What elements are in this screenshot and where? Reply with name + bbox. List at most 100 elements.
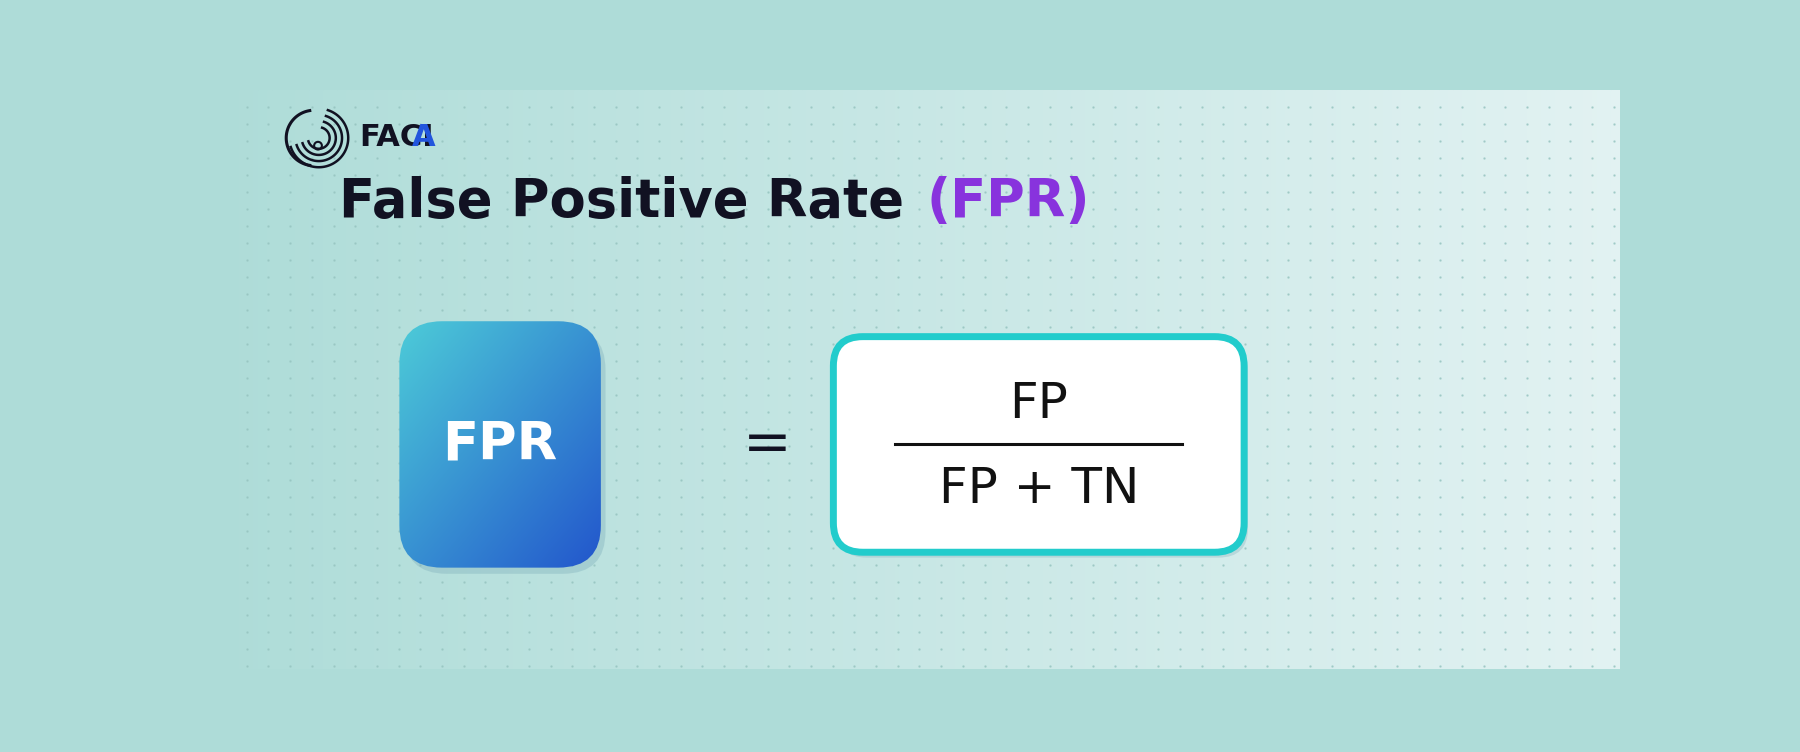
Bar	[504, 90, 509, 669]
Text: FP + TN: FP + TN	[938, 465, 1139, 513]
Bar	[598, 90, 603, 669]
Bar	[1202, 90, 1208, 669]
Bar	[1570, 90, 1575, 669]
Bar	[1532, 90, 1537, 669]
Bar	[542, 90, 547, 669]
Bar	[1411, 90, 1417, 669]
Bar	[1294, 90, 1300, 669]
Bar	[1179, 90, 1184, 669]
Bar	[1062, 90, 1067, 669]
Bar	[1253, 90, 1258, 669]
Bar	[968, 90, 974, 669]
Bar	[286, 90, 292, 669]
Bar	[1048, 90, 1053, 669]
Bar	[727, 90, 733, 669]
Text: (FPR): (FPR)	[927, 176, 1089, 228]
Bar	[666, 90, 671, 669]
Bar	[1168, 90, 1174, 669]
Bar	[342, 90, 347, 669]
Bar	[304, 90, 310, 669]
Bar	[1611, 90, 1616, 669]
Bar	[630, 90, 635, 669]
Bar	[434, 90, 439, 669]
Bar	[844, 90, 850, 669]
Bar	[1006, 90, 1012, 669]
Bar	[815, 90, 821, 669]
Bar	[1435, 90, 1440, 669]
Bar	[574, 90, 580, 669]
Bar	[328, 90, 333, 669]
Bar	[290, 90, 295, 669]
Bar	[625, 90, 630, 669]
Bar	[1370, 90, 1375, 669]
Bar	[950, 90, 956, 669]
Bar	[533, 90, 538, 669]
Bar	[979, 90, 985, 669]
Bar	[239, 90, 245, 669]
Bar	[1033, 90, 1040, 669]
Bar	[1523, 90, 1528, 669]
Bar	[1188, 90, 1193, 669]
Bar	[1215, 90, 1220, 669]
Bar	[889, 90, 895, 669]
Bar	[677, 90, 682, 669]
Bar	[992, 90, 997, 669]
Bar	[736, 90, 742, 669]
Bar	[801, 90, 806, 669]
Bar	[234, 90, 239, 669]
Bar	[601, 90, 607, 669]
Bar	[346, 90, 351, 669]
Bar	[1039, 90, 1044, 669]
Bar	[416, 90, 421, 669]
Bar	[1388, 90, 1393, 669]
Bar	[1341, 90, 1346, 669]
Bar	[225, 90, 230, 669]
Bar	[857, 90, 862, 669]
Bar	[959, 90, 965, 669]
Bar	[1615, 90, 1620, 669]
Bar	[769, 90, 774, 669]
Bar	[686, 90, 691, 669]
Bar	[1256, 90, 1264, 669]
Bar	[698, 90, 706, 669]
Bar	[1606, 90, 1611, 669]
Bar	[913, 90, 918, 669]
Bar	[1327, 90, 1332, 669]
Bar	[909, 90, 914, 669]
Bar	[1118, 90, 1123, 669]
Bar	[1071, 90, 1076, 669]
Bar	[351, 90, 356, 669]
Bar	[936, 90, 941, 669]
Bar	[1147, 90, 1152, 669]
Bar	[355, 90, 360, 669]
Bar	[583, 90, 589, 669]
Bar	[1030, 90, 1035, 669]
Bar	[1508, 90, 1514, 669]
Bar	[862, 90, 868, 669]
FancyBboxPatch shape	[837, 342, 1247, 558]
Bar	[1053, 90, 1058, 669]
Bar	[607, 90, 612, 669]
Bar	[1499, 90, 1505, 669]
Bar	[522, 90, 527, 669]
Bar	[616, 90, 621, 669]
Bar	[1535, 90, 1543, 669]
Bar	[472, 90, 477, 669]
Bar	[709, 90, 715, 669]
Bar	[918, 90, 923, 669]
Bar	[1309, 90, 1314, 669]
Bar	[1485, 90, 1490, 669]
Bar	[439, 90, 445, 669]
Bar	[806, 90, 812, 669]
Bar	[1382, 90, 1388, 669]
Bar	[475, 90, 482, 669]
Bar	[509, 90, 515, 669]
Bar	[1197, 90, 1202, 669]
Bar	[1541, 90, 1546, 669]
Bar	[1067, 90, 1073, 669]
Bar	[1238, 90, 1244, 669]
Bar	[956, 90, 961, 669]
Bar	[1280, 90, 1285, 669]
Bar	[1336, 90, 1341, 669]
Bar	[1091, 90, 1096, 669]
